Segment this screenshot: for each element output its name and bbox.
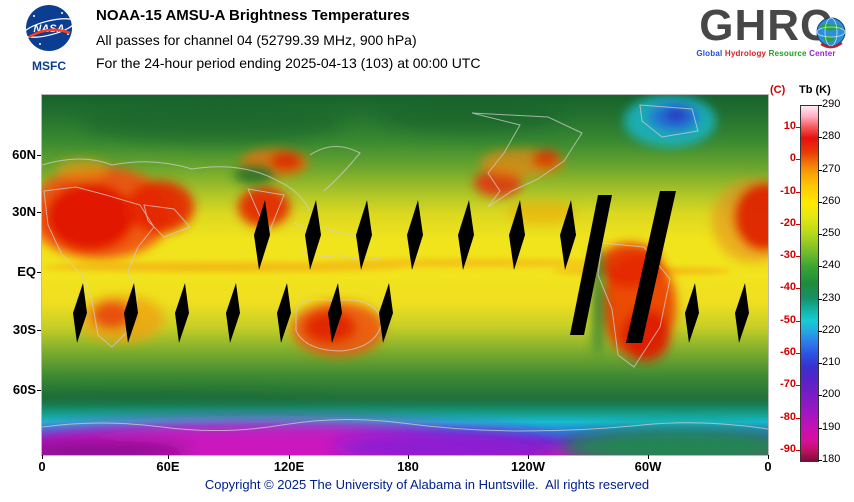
colorbar-celsius-tickmark [796,127,800,129]
ghrc-tagline-word: Center [809,49,836,58]
nasa-logo-icon: NASA [23,5,75,51]
colorbar-kelvin-label: 240 [822,259,841,272]
colorbar-celsius-label: -80 [780,410,796,423]
ghrc-tagline: Global Hydrology Resource Center [682,49,850,58]
x-axis-tick [42,455,43,459]
x-axis-tick [168,455,169,459]
colorbar-celsius-label: -90 [780,442,796,455]
msfc-label: MSFC [32,59,66,73]
colorbar-celsius-tickmark [796,288,800,290]
colorbar-unit-kelvin: Tb (K) [799,84,831,96]
x-axis-label: 120E [273,459,305,474]
colorbar-kelvin-tickmark [818,137,822,139]
coastlines [41,104,769,432]
colorbar-kelvin-tickmark [818,298,822,300]
y-axis-label: 30S [12,322,36,337]
colorbar-kelvin-tickmark [818,363,822,365]
colorbar-celsius-label: -70 [780,378,796,391]
y-axis-label: 60N [12,147,36,162]
x-axis-tick [648,455,649,459]
ghrc-globe-icon [816,17,846,49]
colorbar-celsius-tickmark [796,191,800,193]
colorbar-kelvin-tickmark [818,427,822,429]
x-axis-tick [408,455,409,459]
x-axis-label: 60W [634,459,662,474]
x-axis-label: 60E [156,459,180,474]
cold-regions [234,95,716,355]
colorbar-celsius-tickmark [796,417,800,419]
x-axis-tick [528,455,529,459]
map-frame [0,94,802,469]
colorbar-celsius-label: -60 [780,346,796,359]
colorbar-kelvin-label: 290 [822,98,841,110]
x-axis-tick [289,455,290,459]
y-axis-label: 60S [12,382,36,397]
colorbar-celsius-tickmark [796,385,800,387]
y-axis-tick [37,155,41,156]
header-titles: NOAA-15 AMSU-A Brightness Temperatures A… [96,7,480,78]
colorbar-celsius-tickmark [796,256,800,258]
colorbar-celsius-tickmark [796,320,800,322]
x-axis-tick [768,455,769,459]
colorbar-kelvin-label: 180 [822,453,841,465]
y-axis-tick [37,212,41,213]
page-period: For the 24-hour period ending 2025-04-13… [96,55,481,71]
colorbar-kelvin-tickmark [818,460,822,461]
colorbar [800,105,819,462]
colorbar-kelvin-label: 270 [822,162,841,175]
colorbar-kelvin-tickmark [818,395,822,397]
colorbar-celsius-tickmark [796,353,800,355]
page-title: NOAA-15 AMSU-A Brightness Temperatures [96,7,410,24]
colorbar-unit-celsius: (C) [770,84,786,96]
colorbar-kelvin-tickmark [818,105,822,106]
colorbar-kelvin-label: 260 [822,194,841,207]
y-axis-label: EQ [17,264,36,279]
ghrc-logo-block: GHRC Global Hydrology Resource Center [682,0,850,58]
y-axis-tick [37,390,41,391]
copyright-text: Copyright © 2025 The University of Alaba… [204,477,650,492]
ghrc-tagline-word: Resource [768,49,807,58]
x-axis-label: 120W [511,459,545,474]
colorbar-kelvin-label: 250 [822,227,841,240]
page-subtitle: All passes for channel 04 (52799.39 MHz,… [96,32,417,48]
colorbar-kelvin-label: 190 [822,420,841,433]
colorbar-celsius-label: -10 [780,184,796,197]
ghrc-tagline-word: Hydrology [724,49,767,58]
colorbar-celsius-label: 0 [789,152,796,165]
colorbar-kelvin-tickmark [818,234,822,236]
ghrc-tagline-word: Global [696,49,723,58]
y-axis-tick [37,272,41,273]
colorbar-celsius-label: -50 [780,313,796,326]
y-axis-label: 30N [12,204,36,219]
colorbar-kelvin-tickmark [818,330,822,332]
colorbar-celsius-label: -30 [780,249,796,262]
y-axis-tick [37,330,41,331]
colorbar-kelvin-tickmark [818,169,822,171]
x-axis-label: 0 [38,459,46,474]
colorbar-kelvin-tickmark [818,201,822,203]
x-axis-label: 0 [764,459,772,474]
ghrc-logo-text: GHRC [682,0,850,52]
coverage-gaps [73,191,749,343]
colorbar-kelvin-tickmark [818,266,822,268]
nasa-logo-block: NASA MSFC [12,4,86,73]
itcz-band [42,259,732,275]
colorbar-celsius-label: 10 [783,120,796,133]
colorbar-celsius-label: -40 [780,281,796,294]
colorbar-kelvin-label: 230 [822,291,841,304]
colorbar-celsius-tickmark [796,449,800,451]
colorbar-celsius-tickmark [796,159,800,161]
colorbar-kelvin-label: 280 [822,130,841,143]
warm-regions [28,149,796,361]
x-axis-label: 180 [397,459,419,474]
world-map [0,95,802,469]
colorbar-kelvin-label: 200 [822,388,841,401]
colorbar-celsius-tickmark [796,223,800,225]
colorbar-kelvin-label: 220 [822,323,841,336]
colorbar-kelvin-label: 210 [822,356,841,369]
colorbar-celsius-label: -20 [780,216,796,229]
